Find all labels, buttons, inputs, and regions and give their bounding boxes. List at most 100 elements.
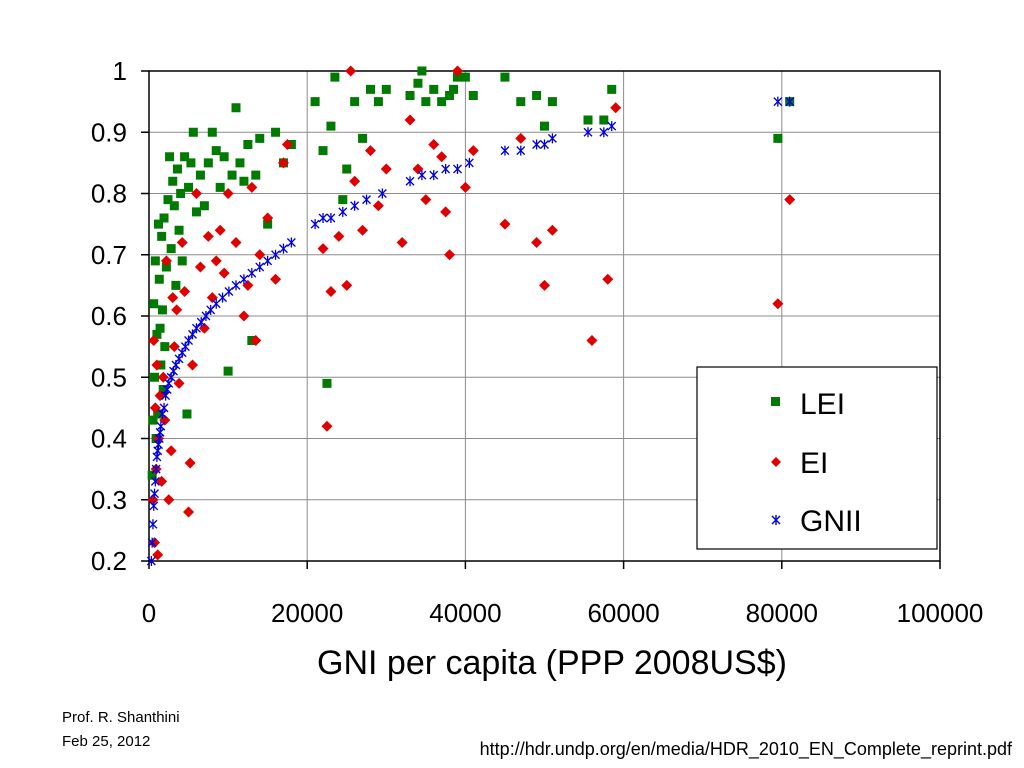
ei-point — [451, 65, 463, 77]
lei-point — [163, 195, 173, 205]
lei-point — [150, 256, 160, 266]
legend-label-lei: LEI — [800, 388, 845, 421]
ei-point — [428, 139, 440, 150]
lei-point — [358, 133, 368, 143]
lei-point — [191, 207, 201, 217]
lei-point — [405, 91, 415, 100]
legend-marker-gnii — [771, 515, 781, 525]
gridlines — [149, 71, 940, 561]
lei-point — [599, 115, 609, 125]
ei-point — [610, 102, 622, 114]
lei-point — [773, 133, 783, 143]
gnii-point — [429, 170, 439, 181]
lei-point — [150, 372, 160, 382]
ei-point — [160, 255, 172, 267]
x-axis-title: GNI per capita (PPP 2008US$) — [317, 644, 787, 682]
lei-point — [330, 72, 340, 82]
gnii-point — [231, 280, 241, 291]
lei-point — [180, 152, 190, 162]
gnii-point — [192, 323, 201, 334]
lei-point — [381, 84, 391, 94]
gnii-point — [540, 139, 549, 150]
lei-point — [153, 409, 163, 419]
ei-point — [281, 139, 293, 150]
lei-point — [168, 176, 178, 186]
gnii-point — [271, 249, 281, 260]
x-tick-label: 100000 — [897, 598, 984, 628]
lei-point — [342, 164, 352, 174]
ei-point — [148, 335, 160, 346]
source-url[interactable]: http://hdr.undp.org/en/media/HDR_2010_EN… — [479, 739, 1012, 759]
y-tick-label: 1 — [113, 56, 127, 86]
ei-point — [167, 292, 179, 304]
legend-marker-lei — [771, 397, 780, 406]
gnii-point — [188, 329, 197, 340]
ei-point — [163, 494, 175, 506]
y-tick-label: 0.6 — [91, 301, 127, 331]
lei-point — [172, 164, 182, 174]
legend: LEI EI GNII — [696, 366, 938, 550]
lei-point — [177, 256, 187, 266]
ei-point — [183, 506, 195, 518]
lei-point — [186, 158, 196, 168]
lei-point — [195, 170, 205, 180]
gnii-point — [785, 96, 795, 107]
lei-point — [516, 97, 526, 107]
gnii-point — [247, 268, 257, 279]
lei-point — [219, 152, 229, 162]
gnii-point — [500, 145, 510, 156]
x-tick-label: 20000 — [271, 598, 343, 628]
ei-point — [546, 224, 558, 236]
gnii-point — [338, 206, 348, 217]
lei-point — [165, 152, 175, 162]
lei-point — [263, 219, 273, 229]
ei-point — [436, 151, 448, 163]
ei-point — [179, 286, 191, 297]
ei-point — [444, 249, 456, 261]
ei-point — [420, 194, 432, 206]
lei-point — [169, 201, 179, 211]
legend-label-ei: EI — [800, 447, 828, 480]
gnii-point — [159, 402, 169, 413]
lei-point — [207, 127, 217, 137]
ei-point — [772, 298, 784, 310]
gnii-point — [150, 476, 160, 487]
lei-point — [373, 97, 383, 107]
lei-point — [452, 72, 462, 82]
lei-point — [182, 409, 192, 419]
gnii-point — [318, 213, 328, 223]
lei-point — [500, 72, 510, 82]
series-ei — [147, 65, 796, 561]
lei-point — [160, 342, 170, 352]
lei-point — [429, 84, 439, 94]
ei-point — [277, 157, 289, 169]
lei-point — [445, 91, 455, 100]
lei-point — [310, 97, 320, 107]
lei-point — [540, 121, 549, 131]
lei-point — [157, 305, 167, 315]
lei-point — [251, 170, 261, 180]
lei-point — [235, 158, 245, 168]
gnii-point — [773, 96, 783, 107]
ei-point — [345, 65, 357, 77]
lei-point — [532, 91, 542, 100]
gnii-point — [583, 127, 593, 138]
lei-point — [211, 146, 221, 156]
data-points — [146, 65, 796, 566]
ei-point — [515, 132, 527, 144]
lei-point — [607, 84, 617, 94]
gnii-point — [516, 145, 526, 156]
ei-point — [184, 457, 196, 469]
lei-point — [417, 66, 427, 76]
ei-point — [531, 237, 543, 248]
ei-point — [372, 200, 384, 212]
axis-ticks: 0 20000 40000 60000 80000 100000 0.2 0.3 0.4 0.5 0… — [91, 56, 984, 628]
gnii-point — [532, 139, 542, 150]
gnii-point — [441, 164, 451, 174]
gnii-point — [150, 488, 159, 499]
gnii-point — [263, 255, 273, 266]
gnii-point — [286, 237, 296, 248]
author-credit: Prof. R. Shanthini — [62, 709, 180, 726]
